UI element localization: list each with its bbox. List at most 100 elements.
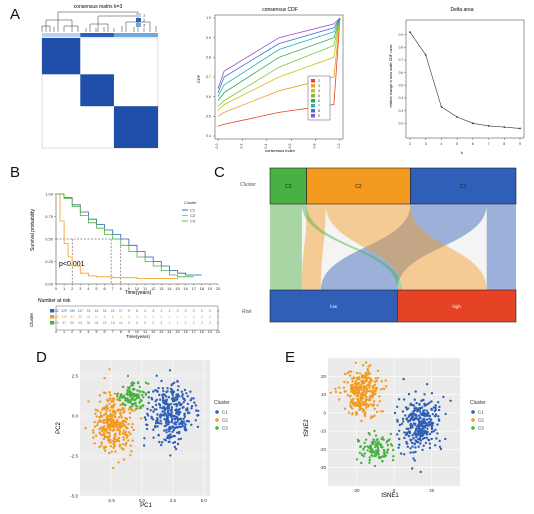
tsne-point-C2 [334,390,338,394]
pca-point-C1 [166,423,169,426]
cdf-ytick-label: 1.0 [206,16,211,20]
risk-cell: 0 [185,309,187,313]
tsne-point-C3 [363,441,366,445]
delta-line [409,31,521,130]
tsne-point-C2 [368,397,372,400]
pca-point-C2 [98,445,101,449]
cdf-lines [217,17,341,127]
tsne-point-C1 [415,425,418,428]
pca-point-C2 [110,450,113,453]
pca-point-C1 [171,382,174,386]
tsne-point-C1 [407,392,411,396]
tsne-point-C3 [377,449,380,452]
risk-xtick-label: 11 [143,330,147,334]
tsne-point-C1 [419,435,422,438]
sankey-flow-C3-high [301,204,403,290]
pca-point-C1 [159,416,162,419]
km-ytick-label: 0.25 [45,259,54,264]
pca-point-C2 [128,411,132,415]
tsne-point-C3 [373,464,377,468]
tsne-point-C2 [364,400,367,403]
risk-cell: 3 [152,321,154,325]
pca-point-C3 [116,395,119,398]
tsne-point-C1 [434,408,437,411]
tsne-point-C1 [410,412,413,415]
pca-point-C2 [112,397,116,400]
tsne-point-C1 [423,393,426,396]
cdf-line-5 [217,17,341,107]
risk-cell: 117 [78,309,83,313]
tsne-point-C1 [398,437,401,441]
pca-point-C2 [94,412,97,415]
pca-point-C1 [175,431,179,434]
risk-table-title: Number at risk [38,298,71,304]
delta-axes: 2 3 4 5 6 7 8 9 0.2 0.3 0.4 0.5 0.6 0.7 0.8 0.9 [399,19,525,146]
pca-point-C2 [109,422,113,425]
km-xtick-label: 16 [183,286,188,291]
tsne-point-C1 [430,427,434,431]
tsne-point-C3 [377,440,380,444]
pca-point-C1 [169,403,173,406]
pca-point-C1 [176,380,179,383]
pca-point-C1 [176,388,180,392]
cdf-legend-label: 5 [318,94,320,98]
pca-point-C1 [190,397,193,400]
pca-point-C2 [118,443,122,447]
cdf-legend-label: 4 [318,89,320,93]
cdf-legend-label: 6 [318,99,320,103]
pca-point-C1 [173,403,176,406]
tsne-point-C2 [373,383,376,386]
pca-point-C1 [160,379,163,383]
tsne-point-C1 [422,398,425,402]
tsne-point-C2 [358,372,362,375]
pca-point-C2 [103,376,106,380]
pca-point-C1 [163,409,166,412]
tsne-point-C2 [370,415,373,418]
km-ytick-label: 0.75 [45,214,54,219]
tsne-point-C2 [373,414,376,417]
tsne-point-C1 [413,442,416,446]
pca-point-C2 [108,368,111,371]
tsne-point-C1 [393,411,397,415]
pca-point-C2 [102,414,105,417]
tsne-point-C2 [364,395,368,398]
tsne-point-C1 [419,439,423,442]
risk-cell: 9 [128,309,130,313]
pca-point-C2 [127,422,130,426]
pca-point-C1 [160,441,164,444]
pca-ytick-label: 2.5 [72,374,79,379]
pca-point-C1 [169,387,173,391]
tsne-point-C2 [379,410,382,413]
pca-point-C2 [109,413,112,416]
pca-point-C2 [126,434,129,437]
risk-cell: 87 [62,321,66,325]
tsne-point-C3 [368,456,371,459]
tsne-point-C1 [434,404,437,407]
tsne-point-C1 [408,430,411,433]
pca-point-C2 [92,429,95,432]
pca-point-C1 [154,389,157,392]
tsne-point-C2 [350,370,353,373]
tsne-point-C1 [399,452,403,455]
km-xtick-label: 0 [55,286,58,291]
tsne-point-C3 [389,443,393,446]
pca-point-C2 [107,417,111,420]
pca-point-C2 [111,419,114,423]
delta-ytick-label: 0.9 [399,33,404,37]
tsne-point-C3 [374,441,377,444]
tsne-point-C1 [410,441,414,445]
sankey-node-label: high [452,304,461,309]
pca-point-C1 [168,412,171,416]
panel-label-b: B [10,164,21,181]
risk-xtick-label: 20 [216,330,220,334]
tsne-point-C1 [406,442,409,445]
pca-point-C3 [140,399,143,402]
tsne-point-C3 [368,433,371,436]
pca-point-C2 [100,434,104,437]
tsne-point-C1 [418,407,421,410]
sankey-node-label: C2 [355,184,362,190]
tsne-point-C1 [428,432,432,436]
heatmap-title: consensus matrix k=3 [74,4,123,10]
sankey-flow-C1-high [486,204,516,290]
pca-point-C1 [190,407,193,410]
